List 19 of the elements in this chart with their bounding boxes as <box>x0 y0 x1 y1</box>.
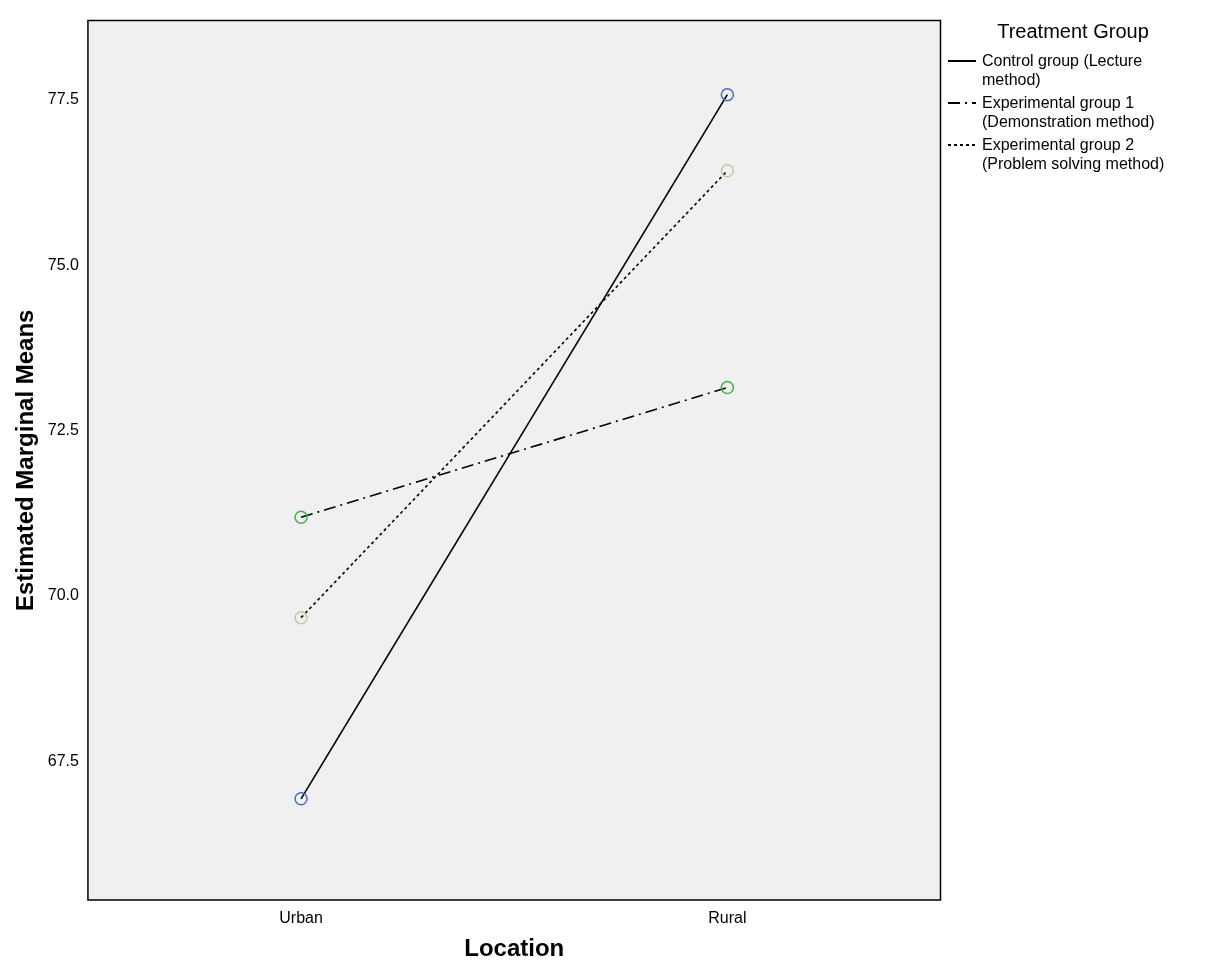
legend-label: Experimental group 1 (Demonstration method) <box>982 93 1156 131</box>
legend-label: Control group (Lecture method) <box>982 51 1144 89</box>
y-tick-label: 72.5 <box>47 420 80 438</box>
y-axis-title: Estimated Marginal Means <box>11 309 39 612</box>
point <box>294 792 308 806</box>
point <box>294 610 308 625</box>
point <box>720 380 735 395</box>
y-tick-label: 70.0 <box>47 586 80 604</box>
y-tick-label: 75.0 <box>47 255 80 273</box>
x-tick-label: Rural <box>708 909 747 927</box>
legend-title: Treatment Group <box>996 20 1150 43</box>
point <box>294 510 308 524</box>
x-axis-title: Location <box>464 934 565 962</box>
legend-label: Experimental group 2 (Problem solving method) <box>982 135 1166 173</box>
y-tick-label: 77.5 <box>47 90 80 108</box>
y-tick-label: 67.5 <box>47 751 80 769</box>
point <box>720 163 735 178</box>
x-tick-label: Urban <box>279 909 323 927</box>
point <box>720 87 735 102</box>
